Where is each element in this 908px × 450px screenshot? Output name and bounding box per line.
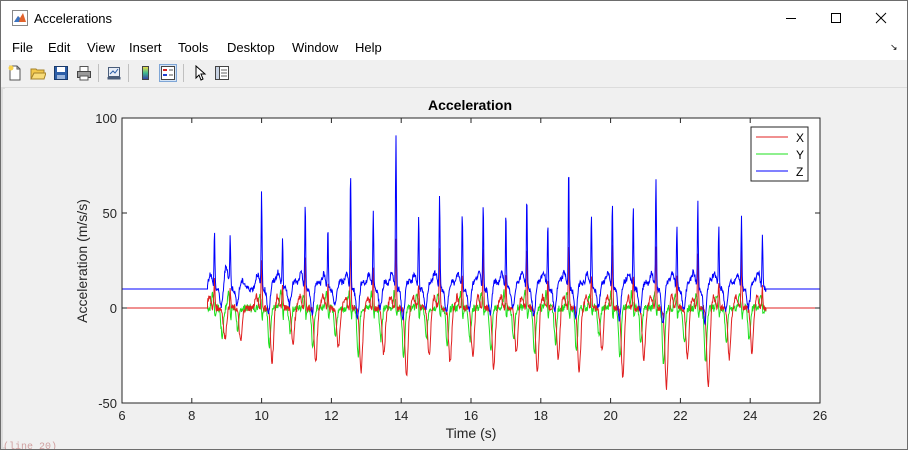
y-tick-label: 0 [110, 301, 117, 316]
new-figure-icon [8, 65, 21, 81]
toolbar-separator [98, 64, 99, 82]
new-figure-button[interactable] [6, 64, 24, 82]
insert-colorbar-icon [142, 66, 149, 80]
open-file-button[interactable] [29, 64, 47, 82]
property-inspector-icon [215, 66, 229, 80]
maximize-icon [831, 13, 841, 23]
insert-legend-icon [161, 66, 175, 80]
close-button[interactable] [858, 1, 904, 35]
series-lines [122, 135, 820, 390]
menu-insert[interactable]: Insert [129, 40, 162, 55]
toolbar-separator [128, 64, 129, 82]
legend-label-y: Y [796, 148, 804, 162]
x-tick-label: 16 [464, 408, 478, 423]
matlab-logo-icon [12, 10, 28, 26]
y-axis-label: Acceleration (m/s/s) [74, 199, 90, 323]
menu-desktop[interactable]: Desktop [227, 40, 275, 55]
menu-file[interactable]: File [12, 40, 33, 55]
acceleration-plot: Acceleration 6 8 10 12 14 16 18 20 22 24 26 -50 0 50 1… [74, 97, 827, 441]
minimize-button[interactable] [768, 1, 814, 35]
x-tick-label: 8 [188, 408, 195, 423]
link-plot-icon [107, 67, 121, 80]
figure-canvas: Acceleration 6 8 10 12 14 16 18 20 22 24 26 -50 0 50 1… [3, 89, 905, 447]
maximize-button[interactable] [813, 1, 859, 35]
open-file-icon [30, 68, 46, 80]
window-title: Accelerations [34, 11, 113, 26]
y-tick-label: 50 [103, 206, 117, 221]
link-plot-button[interactable] [105, 64, 123, 82]
plot-area [122, 118, 820, 403]
edit-plot-icon [195, 65, 207, 81]
legend[interactable]: XYZ [750, 126, 809, 182]
insert-colorbar-button[interactable] [137, 64, 155, 82]
x-tick-label: 24 [743, 408, 757, 423]
toolbar-separator [183, 64, 184, 82]
menu-tools[interactable]: Tools [178, 40, 209, 55]
menu-edit[interactable]: Edit [48, 40, 71, 55]
x-tick-label: 6 [118, 408, 125, 423]
legend-label-z: Z [796, 165, 803, 179]
series-line-z [122, 135, 820, 326]
save-icon [54, 66, 68, 80]
x-tick-label: 22 [673, 408, 687, 423]
menu-view[interactable]: View [87, 40, 115, 55]
x-axis-label: Time (s) [446, 425, 497, 441]
x-tick-label: 12 [324, 408, 338, 423]
property-inspector-button[interactable] [213, 64, 231, 82]
edit-plot-button[interactable] [191, 64, 209, 82]
insert-legend-button[interactable] [159, 64, 177, 82]
chart-title: Acceleration [428, 97, 512, 113]
x-tick-label: 20 [603, 408, 617, 423]
toolbar [1, 60, 907, 88]
menu-expand-arrow-icon[interactable]: ↘ [890, 42, 898, 52]
x-tick-label: 18 [534, 408, 548, 423]
menu-bar: File Edit View Insert Tools Desktop Wind… [1, 35, 907, 60]
print-button[interactable] [75, 64, 93, 82]
menu-help[interactable]: Help [355, 40, 382, 55]
y-tick-label: -50 [98, 396, 117, 411]
print-icon [77, 66, 91, 81]
save-button[interactable] [52, 64, 70, 82]
legend-label-x: X [796, 131, 804, 145]
x-tick-label: 10 [254, 408, 268, 423]
y-tick-label: 100 [95, 111, 117, 126]
background-console-text: (line 20) [3, 442, 58, 450]
menu-window[interactable]: Window [292, 40, 339, 55]
series-line-x [122, 238, 820, 390]
axis-ticks: 6 8 10 12 14 16 18 20 22 24 26 -50 0 50 100 [95, 111, 827, 423]
minimize-icon [786, 18, 796, 19]
close-icon [875, 12, 887, 24]
title-bar[interactable]: Accelerations [1, 1, 907, 35]
x-tick-label: 14 [394, 408, 408, 423]
x-tick-label: 26 [813, 408, 827, 423]
